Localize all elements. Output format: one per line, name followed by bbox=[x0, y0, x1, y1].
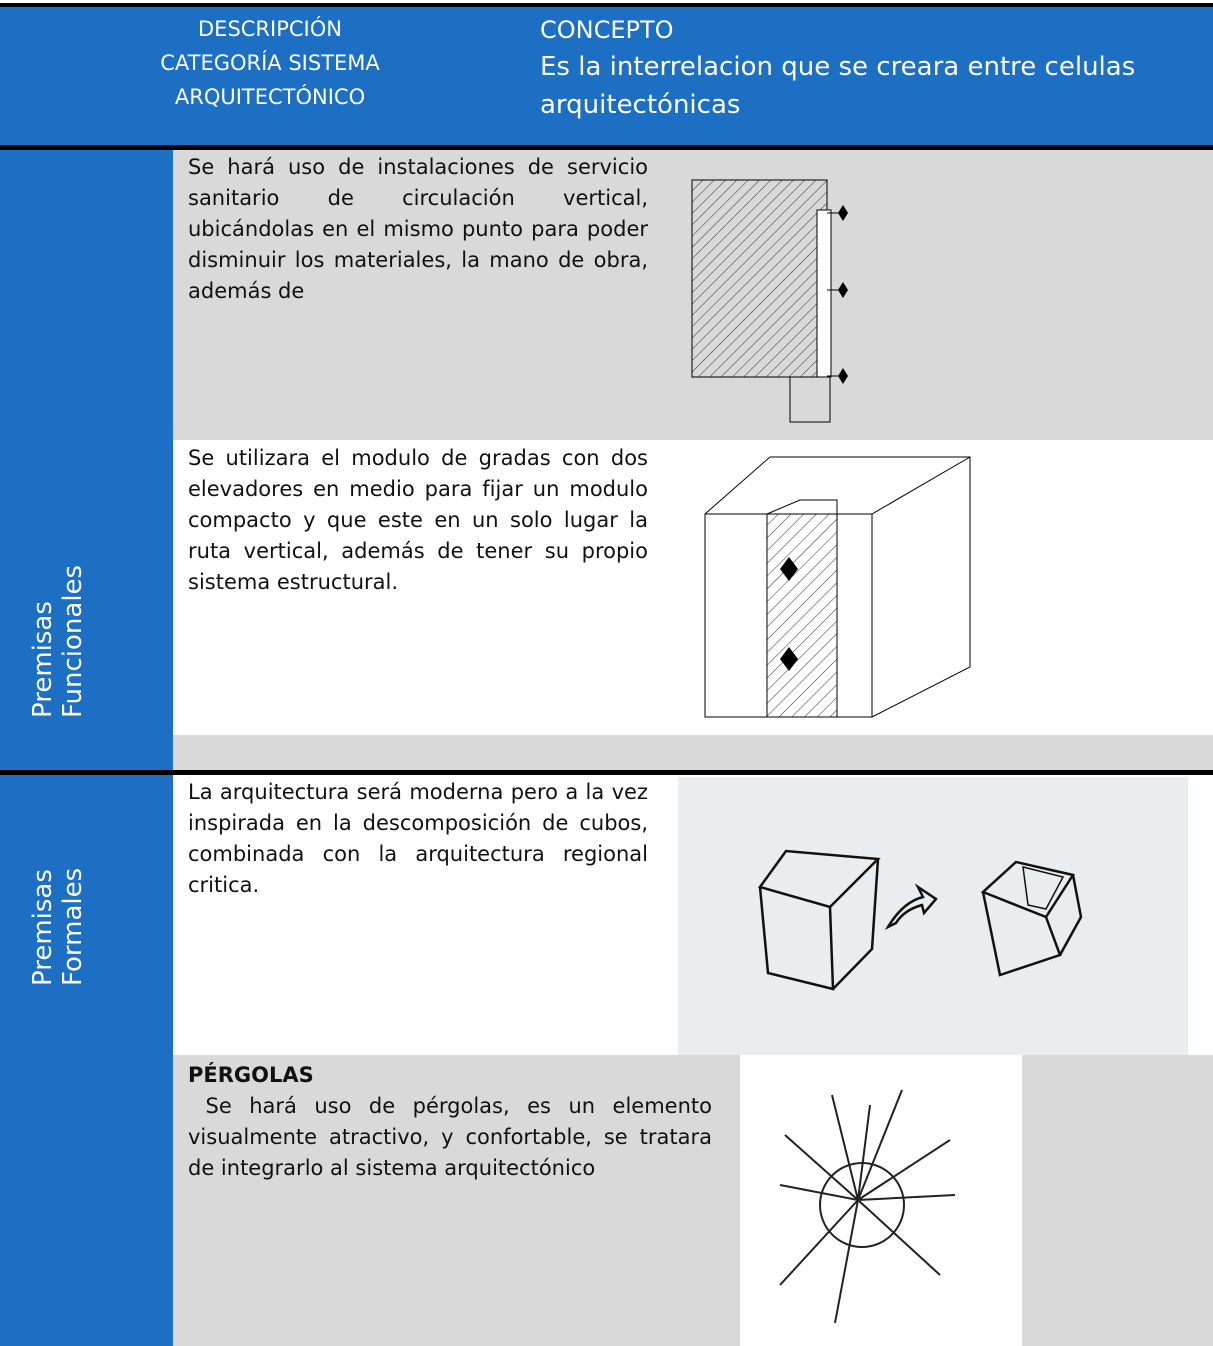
rule bbox=[0, 145, 1213, 150]
drawing-stroke bbox=[678, 777, 1188, 1055]
rule bbox=[0, 3, 1213, 7]
drawing-stroke bbox=[789, 376, 831, 423]
section-label: Premisas Funcionales bbox=[28, 565, 88, 718]
sketch-photo bbox=[678, 777, 1188, 1055]
drawing-stroke bbox=[779, 1089, 956, 1324]
drawing-stroke bbox=[757, 849, 881, 991]
concept-title: CONCEPTO bbox=[540, 16, 674, 44]
label-line: Premisas bbox=[28, 869, 58, 986]
heading-line: ARQUITECTÓNICO bbox=[174, 85, 366, 109]
drawing-stroke bbox=[884, 883, 938, 931]
drawing-stroke bbox=[816, 209, 832, 378]
row-body: Se hará uso de pérgolas, es un elemento … bbox=[188, 1094, 712, 1180]
drawing-stroke bbox=[1022, 866, 1065, 910]
pergola-sketch bbox=[740, 1055, 1022, 1346]
drawing-stroke bbox=[766, 513, 838, 718]
side-column bbox=[0, 150, 173, 1346]
drawing-stroke bbox=[980, 860, 1083, 977]
rule bbox=[0, 770, 1213, 775]
description-heading: DESCRIPCIÓN CATEGORÍA SISTEMA ARQUITECTÓ… bbox=[120, 12, 420, 114]
row-bg bbox=[173, 1055, 1213, 1346]
concept: CONCEPTO Es la interrelacion que se crea… bbox=[540, 12, 1205, 124]
drawing-stroke bbox=[705, 456, 971, 717]
label-line: Formales bbox=[58, 867, 88, 986]
row-bg bbox=[173, 735, 1213, 770]
row-text: Se utilizara el modulo de gradas con dos… bbox=[188, 446, 648, 594]
row-text: La arquitectura será moderna pero a la v… bbox=[188, 780, 648, 897]
plan-drawing bbox=[691, 179, 848, 423]
drawing-stroke bbox=[779, 1089, 956, 1324]
heading-line: DESCRIPCIÓN bbox=[198, 17, 342, 41]
header-band bbox=[0, 7, 1213, 145]
row-text: Se hará uso de instalaciones de servicio… bbox=[188, 155, 648, 303]
drawing-stroke bbox=[691, 179, 828, 378]
label-line: Funcionales bbox=[58, 564, 88, 718]
drawing-stroke bbox=[766, 499, 838, 515]
row-text: PÉRGOLAS Se hará uso de pérgolas, es un … bbox=[188, 1060, 712, 1184]
cube-drawing bbox=[704, 456, 971, 718]
drawing-stroke bbox=[757, 849, 1083, 991]
label-line: Premisas bbox=[28, 601, 58, 718]
concept-text: Es la interrelacion que se creara entre … bbox=[540, 52, 1136, 120]
section-label: Premisas Formales bbox=[28, 868, 88, 986]
heading-line: CATEGORÍA SISTEMA bbox=[160, 51, 380, 75]
row-title: PÉRGOLAS bbox=[188, 1063, 314, 1087]
drawing-stroke bbox=[740, 1055, 1022, 1346]
drawing-stroke bbox=[780, 557, 798, 671]
drawing-stroke bbox=[838, 205, 848, 384]
